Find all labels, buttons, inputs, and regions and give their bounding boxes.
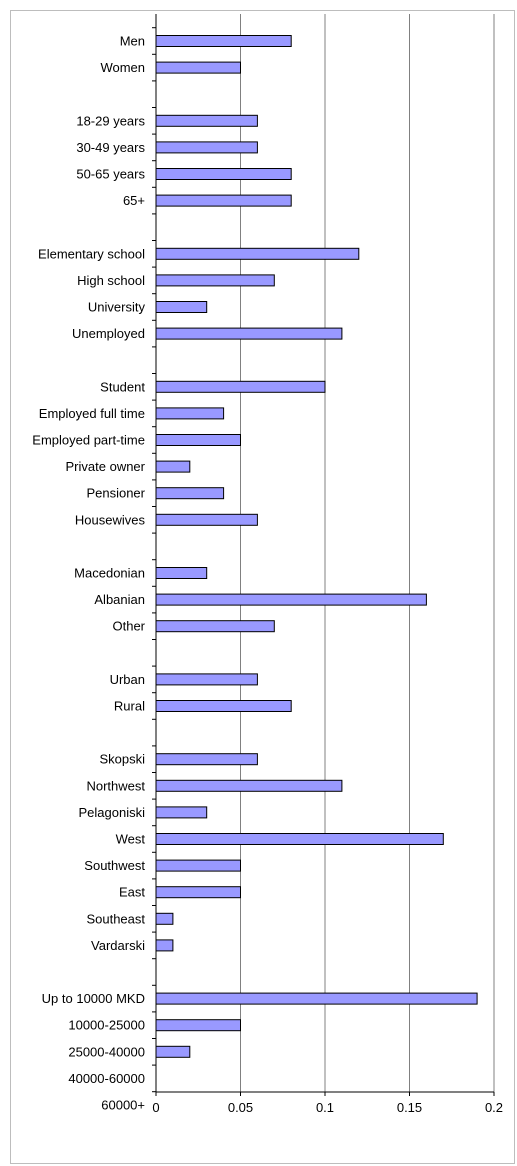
- x-tick-label-0: 0: [152, 1100, 159, 1115]
- category-label-17: Pensioner: [86, 486, 145, 501]
- bar-21: [155, 593, 427, 606]
- x-tick-label-2: 0.1: [316, 1100, 334, 1115]
- bar-27: [155, 753, 258, 766]
- category-label-9: High school: [77, 273, 145, 288]
- axes: [152, 14, 495, 1096]
- category-label-18: Housewives: [75, 512, 146, 527]
- category-label-11: Unemployed: [72, 326, 145, 341]
- x-tick-label-3: 0.15: [397, 1100, 422, 1115]
- category-label-20: Macedonian: [74, 566, 145, 581]
- category-label-14: Employed full time: [39, 406, 145, 421]
- bar-3: [155, 114, 258, 127]
- bar-6: [155, 194, 292, 207]
- bar-16: [155, 460, 191, 473]
- category-label-8: Elementary school: [38, 246, 145, 261]
- category-label-32: East: [119, 885, 145, 900]
- category-label-4: 30-49 years: [76, 140, 145, 155]
- bar-11: [155, 327, 343, 340]
- bar-30: [155, 833, 444, 845]
- category-label-38: 25000-40000: [68, 1044, 145, 1059]
- bar-31: [155, 859, 241, 872]
- bar-18: [155, 513, 258, 526]
- bars: [155, 35, 478, 1058]
- bar-4: [155, 141, 258, 154]
- category-label-5: 50-65 years: [76, 167, 145, 182]
- category-label-6: 65+: [123, 193, 145, 208]
- category-label-36: Up to 10000 MKD: [42, 991, 145, 1006]
- category-label-3: 18-29 years: [76, 113, 145, 128]
- category-label-29: Pelagoniski: [79, 805, 146, 820]
- bar-0: [155, 35, 292, 47]
- bar-14: [155, 407, 225, 420]
- bar-22: [155, 620, 275, 633]
- x-tick-label-1: 0.05: [228, 1100, 253, 1115]
- category-label-1: Women: [100, 60, 145, 75]
- category-label-13: Student: [100, 379, 145, 394]
- category-label-37: 10000-25000: [68, 1018, 145, 1033]
- bar-34: [155, 939, 174, 952]
- category-label-34: Vardarski: [91, 938, 145, 953]
- bar-10: [155, 301, 208, 313]
- category-label-27: Skopski: [99, 752, 145, 767]
- category-label-10: University: [88, 300, 146, 315]
- category-label-0: Men: [120, 34, 145, 49]
- bar-28: [155, 779, 343, 792]
- category-label-40: 60000+: [101, 1098, 145, 1113]
- bar-38: [155, 1045, 191, 1058]
- category-label-24: Urban: [110, 672, 145, 687]
- bar-13: [155, 380, 326, 393]
- bar-15: [155, 434, 241, 446]
- x-tick-labels: 0 0.05 0.1 0.15 0.2: [152, 1100, 503, 1115]
- category-label-39: 40000-60000: [68, 1071, 145, 1086]
- category-label-33: Southeast: [86, 911, 145, 926]
- category-labels: Men Women 18-29 years 30-49 years 50-65 year…: [32, 34, 145, 1113]
- bar-20: [155, 567, 208, 579]
- bar-37: [155, 1019, 241, 1032]
- bar-5: [155, 168, 292, 180]
- category-label-30: West: [116, 832, 146, 847]
- bar-33: [155, 912, 174, 925]
- bar-8: [155, 247, 360, 260]
- bar-25: [155, 700, 292, 712]
- category-label-31: Southwest: [84, 858, 145, 873]
- bar-32: [155, 886, 241, 899]
- bar-9: [155, 274, 275, 287]
- category-label-15: Employed part-time: [32, 433, 145, 448]
- grid-lines: [240, 14, 495, 1092]
- category-label-16: Private owner: [66, 459, 146, 474]
- category-label-22: Other: [112, 619, 145, 634]
- category-label-28: Northwest: [86, 778, 145, 793]
- category-label-21: Albanian: [94, 592, 145, 607]
- bar-24: [155, 673, 258, 686]
- bar-36: [155, 992, 478, 1005]
- category-label-25: Rural: [114, 699, 145, 714]
- bar-17: [155, 487, 225, 500]
- x-tick-label-4: 0.2: [485, 1100, 503, 1115]
- bar-29: [155, 806, 208, 819]
- bar-1: [155, 61, 241, 74]
